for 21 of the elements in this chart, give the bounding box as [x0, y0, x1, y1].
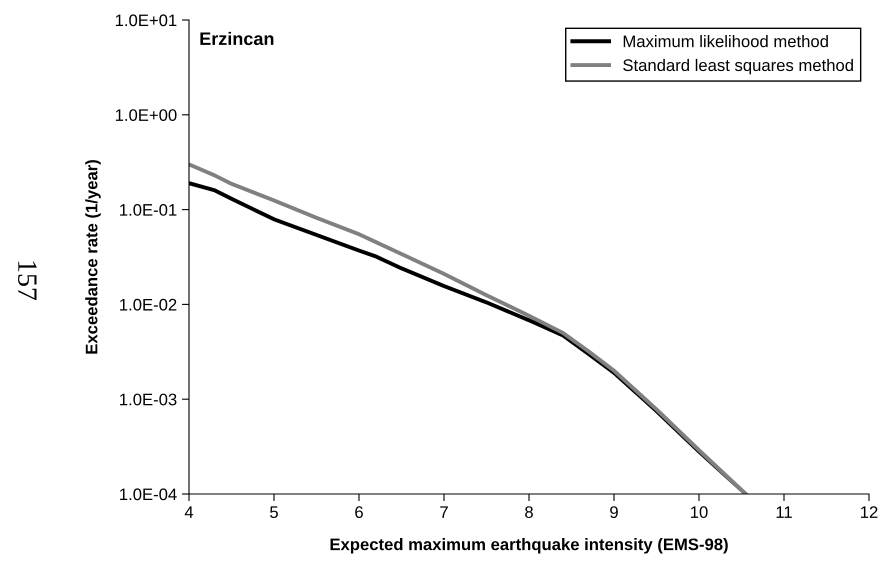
y-tick-label: 1.0E-02: [120, 298, 176, 311]
x-tick-label: 8: [525, 506, 533, 518]
y-tick-label: 1.0E-03: [120, 394, 176, 406]
x-tick-label: 11: [776, 506, 792, 518]
y-tick-label: 1.0E-01: [120, 204, 176, 216]
x-tick-label: 9: [610, 506, 618, 518]
x-tick-label: 7: [440, 506, 448, 518]
y-tick-label: 1.0E+00: [116, 109, 177, 122]
x-tick-label: 6: [355, 506, 363, 518]
y-tick-label: 1.0E-04: [120, 488, 177, 500]
x-tick-label: 4: [184, 506, 194, 518]
x-tick-label: 12: [861, 506, 878, 518]
y-axis-title: Exceedance rate (1/year): [85, 160, 101, 354]
legend-label: Standard least squares method: [623, 58, 853, 74]
x-tick-label: 10: [691, 506, 708, 518]
legend-label: Maximum likelihood method: [624, 35, 828, 48]
annotation: Erzincan: [200, 32, 274, 46]
x-axis-title: Expected maximum earthquake intensity (EMS-98): [330, 538, 728, 554]
text: 157: [18, 262, 37, 300]
y-tick-label: 1.0E+01: [116, 14, 176, 26]
x-tick-label: 5: [270, 506, 278, 518]
